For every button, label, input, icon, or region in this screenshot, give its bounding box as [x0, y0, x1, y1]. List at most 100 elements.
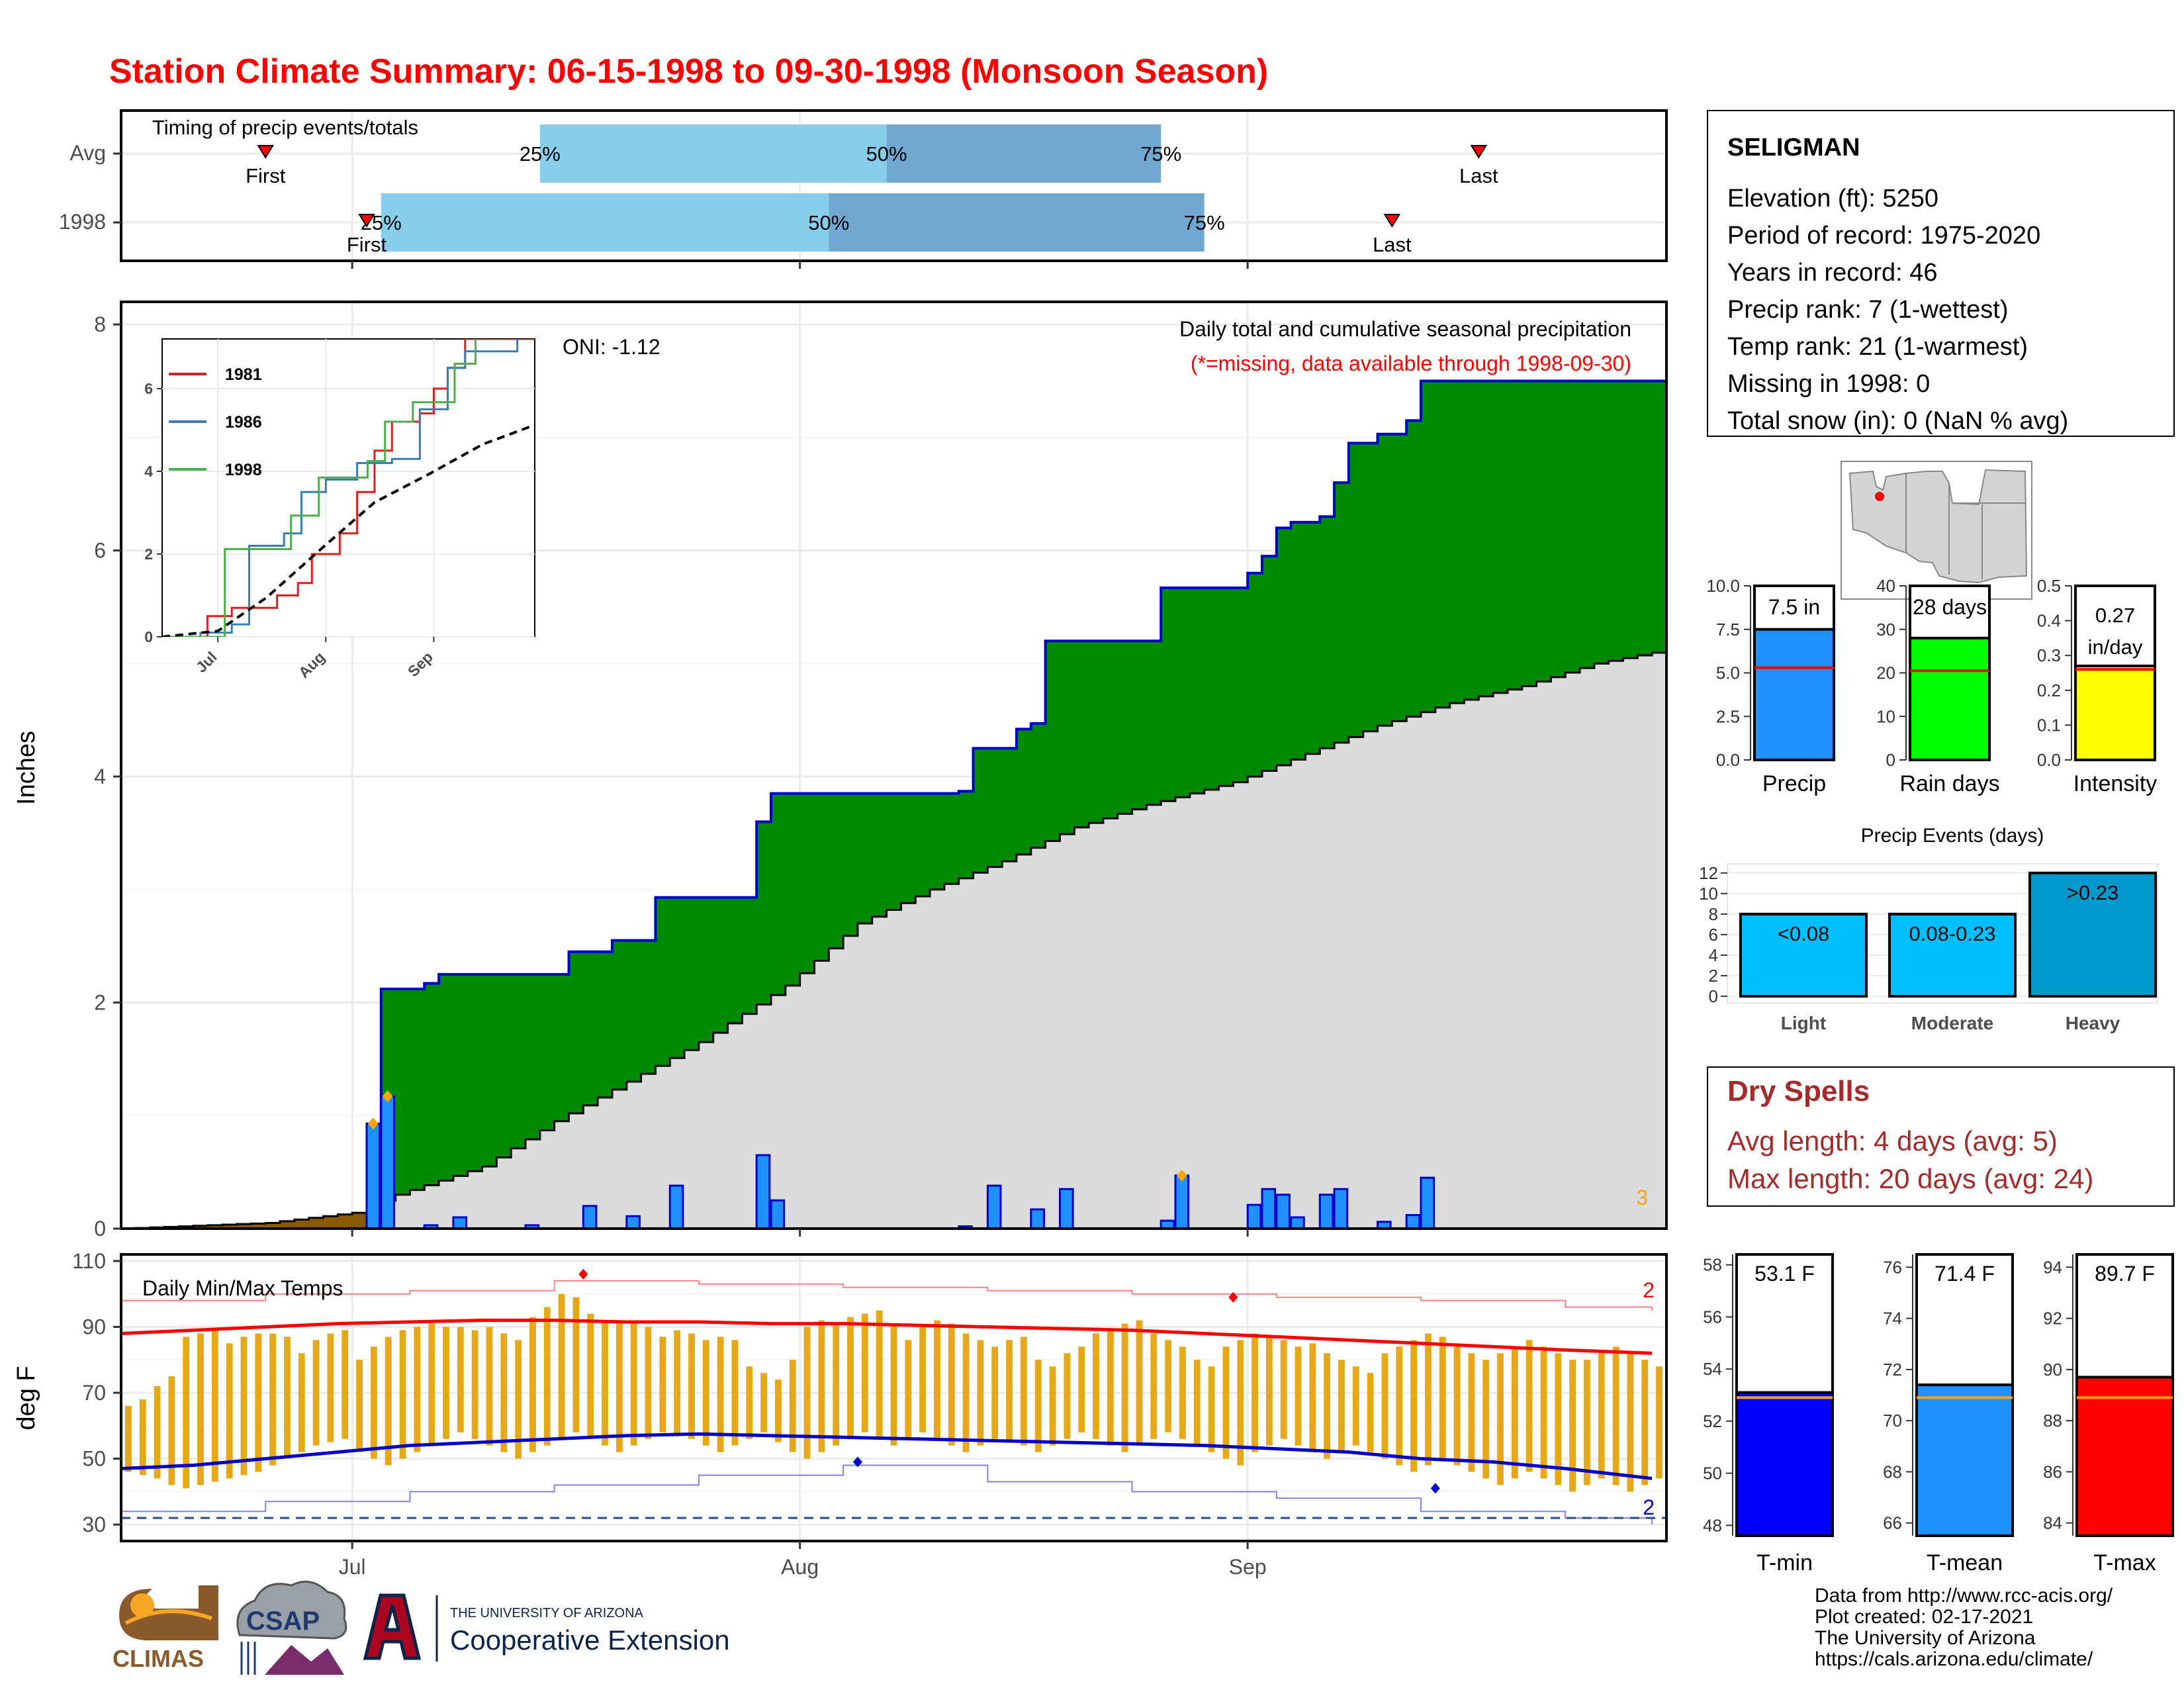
events-ytick-label: 6 — [1709, 925, 1718, 945]
temp-summary-bar-label: T-max — [2093, 1550, 2156, 1575]
climas-logo: CLIMAS — [113, 1585, 218, 1672]
daily-temp-bar — [1468, 1353, 1475, 1472]
summary-value-label: 0.27 — [2095, 604, 2135, 627]
temp-summary-ytick-label: 76 — [1883, 1257, 1902, 1277]
inset-ytick-label: 6 — [144, 380, 153, 397]
inset-ytick-label: 2 — [144, 545, 153, 563]
daily-temp-bar — [1107, 1330, 1114, 1446]
daily-temp-bar — [168, 1376, 175, 1485]
timing-pct-label: 75% — [1140, 142, 1181, 165]
dry-spells-avg: Avg length: 4 days (avg: 5) — [1727, 1125, 2058, 1156]
daily-temp-bar — [775, 1380, 782, 1442]
daily-temp-bar — [399, 1330, 406, 1459]
daily-temp-bar — [486, 1327, 493, 1446]
temp-summary-bar-t-min — [1735, 1391, 1834, 1537]
daily-temp-bar — [125, 1405, 132, 1472]
temp-summary-ytick-label: 84 — [2043, 1513, 2062, 1533]
timing-pct-label: 75% — [1184, 211, 1225, 234]
events-bar-label: >0.23 — [2067, 881, 2118, 904]
summary-ytick-label: 20 — [1876, 663, 1895, 683]
temp-ylabel: deg F — [13, 1366, 40, 1430]
daily-temp-bar — [1078, 1346, 1085, 1432]
daily-temp-bar — [1324, 1353, 1331, 1459]
daily-temp-bar — [1381, 1353, 1388, 1459]
temp-summary-value-label: 53.1 F — [1754, 1262, 1815, 1286]
csap-cloud — [236, 1580, 347, 1640]
daily-temp-bar — [1569, 1360, 1576, 1492]
summary-value-label: in/day — [2088, 635, 2143, 659]
page-title: Station Climate Summary: 06-15-1998 to 0… — [109, 52, 1268, 91]
temp-summary-value-label: 71.4 F — [1934, 1262, 1995, 1286]
inset-series-group — [162, 339, 535, 637]
inset-ytick-label: 4 — [144, 463, 153, 480]
precip-missing-count: 3 — [1636, 1186, 1648, 1209]
csap-logo: CSAP — [236, 1580, 347, 1675]
daily-temp-bar — [370, 1346, 377, 1459]
daily-temp-bar — [558, 1293, 565, 1439]
summary-value-label: 7.5 in — [1768, 595, 1820, 619]
daily-temp-bar — [890, 1323, 897, 1446]
precip-panel-title: Daily total and cumulative seasonal prec… — [1179, 317, 1631, 341]
precip-ytick-label: 8 — [94, 312, 106, 336]
daily-temp-bar — [572, 1297, 580, 1432]
inset-legend-label: 1986 — [225, 413, 262, 432]
csap-rain — [240, 1642, 256, 1675]
daily-temp-bar — [702, 1340, 709, 1446]
daily-temp-bar — [269, 1333, 277, 1466]
events-category-label: Moderate — [1911, 1013, 1993, 1033]
daily-temp-bar — [1034, 1360, 1042, 1452]
daily-temp-bar — [515, 1340, 522, 1459]
daily-temp-bar — [789, 1360, 796, 1452]
precip-panel-frame — [120, 301, 1668, 1230]
precip-ytick-label: 6 — [94, 539, 106, 563]
station-missing: Missing in 1998: 0 — [1727, 370, 1930, 398]
timing-first-label: First — [246, 164, 286, 187]
daily-temp-bar — [948, 1323, 955, 1446]
daily-temp-bar — [414, 1327, 421, 1452]
timing-bar-25-50 — [381, 193, 829, 252]
daily-temp-bar — [1511, 1346, 1518, 1479]
events-title: Precip Events (days) — [1861, 825, 2044, 847]
daily-temp-bar — [1338, 1360, 1345, 1452]
timing-first-marker — [358, 214, 375, 228]
precip-ytick-label: 0 — [94, 1217, 106, 1241]
summary-ytick-label: 0.5 — [2037, 576, 2061, 596]
daily-temp-bar — [471, 1330, 478, 1439]
daily-temp-bar — [1627, 1353, 1634, 1492]
events-bar-label: 0.08-0.23 — [1909, 922, 1996, 945]
cumulative-1998-line — [366, 379, 1666, 1230]
daily-temp-bar — [1121, 1323, 1128, 1452]
daily-temp-bar — [803, 1327, 811, 1459]
summary-bar-precip — [1753, 628, 1835, 761]
daily-precip-bar — [1246, 1203, 1262, 1230]
precip-panel: 0 2 4 6 8 Inches Daily total and cumulative … — [13, 301, 1668, 1241]
daily-temp-bar — [1352, 1366, 1359, 1446]
daily-temp-bar — [1265, 1336, 1273, 1446]
daily-temp-bar — [154, 1386, 161, 1479]
daily-temp-bar — [1309, 1343, 1316, 1452]
credit-plot-created: Plot created: 02-17-2021 — [1815, 1606, 2033, 1628]
inset-series-1998 — [162, 339, 477, 637]
summary-ytick-label: 7.5 — [1716, 620, 1740, 639]
daily-temp-bar — [615, 1320, 623, 1452]
daily-temp-bar — [818, 1320, 825, 1452]
daily-precip-bar — [625, 1215, 641, 1230]
daily-precip-bar — [986, 1184, 1002, 1230]
station-elevation: Elevation (ft): 5250 — [1727, 185, 1938, 212]
temp-summary-ytick-label: 88 — [2043, 1411, 2062, 1430]
daily-precip-bar — [1275, 1194, 1291, 1230]
daily-temp-bar — [1295, 1346, 1302, 1446]
daily-temp-bar — [1425, 1333, 1432, 1466]
summary-ytick-label: 10.0 — [1706, 576, 1740, 596]
summary-bar-intensity — [2074, 664, 2156, 761]
ua-logo: THE UNIVERSITY OF ARIZONA Cooperative Ex… — [363, 1593, 730, 1662]
temp-max-count: 2 — [1643, 1278, 1655, 1302]
daily-temp-bar — [255, 1333, 262, 1472]
temp-summary-bar-label: T-min — [1756, 1550, 1813, 1575]
daily-precip-bar — [1420, 1176, 1435, 1230]
daily-temp-bar — [529, 1317, 536, 1452]
summary-ytick-label: 2.5 — [1716, 706, 1740, 726]
temp-summary-ytick-label: 74 — [1883, 1309, 1902, 1329]
timing-last-label: Last — [1373, 233, 1412, 256]
